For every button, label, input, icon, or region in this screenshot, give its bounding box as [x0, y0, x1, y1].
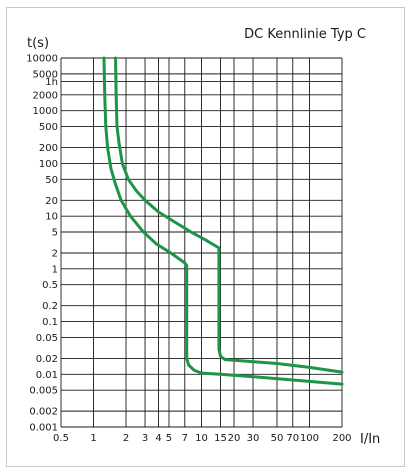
y-tick-label: 5000: [33, 69, 58, 80]
upper-trip-curve: [114, 56, 344, 374]
y-tick-label: 0.01: [36, 370, 58, 381]
y-tick-label: 20: [45, 196, 58, 207]
y-tick-label: 10000: [26, 54, 58, 65]
x-axis-label: I/In: [360, 432, 380, 447]
x-tick-label: 10: [195, 433, 208, 444]
x-tick-label: 3: [142, 433, 148, 444]
x-tick-label: 5: [166, 433, 172, 444]
y-axis-label: t(s): [27, 36, 49, 51]
x-tick-label: 0.5: [53, 433, 69, 444]
y-tick-label: 100: [39, 159, 58, 170]
chart-title: DC Kennlinie Typ C: [244, 27, 366, 42]
y-tick-label: 1000: [33, 106, 58, 117]
trip-curve-chart: DC Kennlinie Typ C t(s) I/In 0.0010.0020…: [26, 27, 380, 447]
y-tick-label: 0.02: [36, 354, 58, 365]
y-tick-label: 1h: [45, 77, 58, 88]
x-tick-label: 20: [228, 433, 241, 444]
grid: [60, 57, 343, 428]
x-tick-label: 70: [286, 433, 299, 444]
y-tick-label: 500: [39, 122, 58, 133]
series-lines: [102, 56, 344, 386]
y-tick-label: 0.5: [42, 280, 58, 291]
y-tick-label: 0.2: [42, 301, 58, 312]
y-tick-label: 2000: [33, 90, 58, 101]
y-tick-label: 200: [39, 143, 58, 154]
x-tick-label: 2: [123, 433, 129, 444]
x-tick-label: 200: [332, 433, 351, 444]
chart-frame: DC Kennlinie Typ C t(s) I/In 0.001 0.002 0…: [6, 7, 405, 467]
x-tick-label: 7: [182, 433, 188, 444]
x-tick-label: 50: [271, 433, 284, 444]
x-tick-label: 15: [214, 433, 227, 444]
y-tick-label: 0.002: [29, 407, 58, 418]
y-tick-label: 0.05: [36, 333, 58, 344]
y-tick-label: 1: [52, 264, 58, 275]
x-tick-label: 1: [90, 433, 96, 444]
lower-trip-curve: [102, 56, 344, 386]
y-tick-label: 2: [52, 248, 58, 259]
x-tick-label: 100: [300, 433, 319, 444]
y-tick-label: 5: [52, 228, 58, 239]
x-tick-label: 30: [247, 433, 260, 444]
y-tick-label: 50: [45, 175, 58, 186]
y-tick-label: 0.1: [42, 317, 58, 328]
y-tick-label: 0.005: [29, 386, 58, 397]
y-tick-labels: 0.001 0.002 0.005 0.01 0.02 0.05 0.1 0.2 0.5 1 2 5 1…: [26, 54, 58, 434]
y-tick-label: 10: [45, 212, 58, 223]
x-tick-label: 4: [155, 433, 161, 444]
y-tick-label: 0.001: [29, 423, 58, 434]
x-tick-labels: 0.5 1 2 3 4 5 7 10 15 20 30 50 70 100 200: [53, 433, 352, 444]
